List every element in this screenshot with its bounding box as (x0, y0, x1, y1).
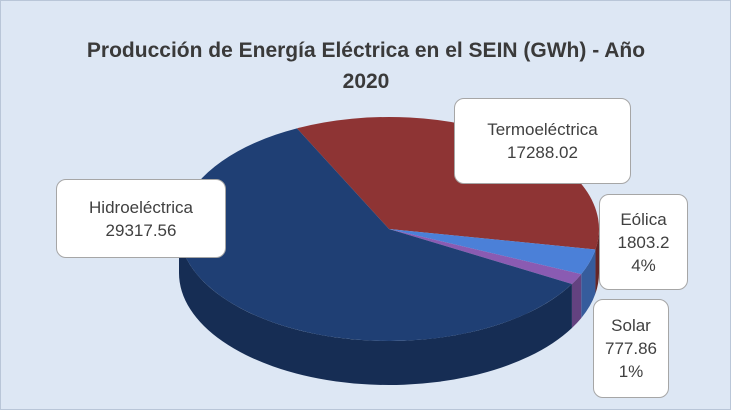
label-category: Hidroeléctrica (89, 197, 193, 217)
slice-side (571, 274, 582, 329)
label-value: 29317.56 (105, 220, 177, 240)
label-category: Eólica (620, 209, 667, 229)
label-value: 17288.02 (507, 143, 578, 162)
slice (389, 229, 582, 285)
label-value: 777.861% (605, 339, 657, 381)
label-category: Termoeléctrica (487, 120, 598, 139)
pie-sides (179, 229, 599, 386)
slice-side (179, 229, 572, 386)
slice (389, 229, 596, 275)
data-label: Termoeléctrica 17288.02 (454, 98, 631, 184)
slice-side (581, 249, 596, 319)
slice-side (595, 229, 599, 294)
data-label: Eólica 1803.24% (599, 194, 688, 290)
label-value: 1803.24% (617, 232, 670, 275)
data-label: Hidroeléctrica 29317.56 (56, 179, 226, 258)
label-category: Solar (611, 316, 651, 335)
slice (179, 128, 572, 341)
data-label: Solar 777.861% (593, 299, 669, 398)
chart-title: Producción de Energía Eléctrica en el SE… (86, 39, 646, 93)
